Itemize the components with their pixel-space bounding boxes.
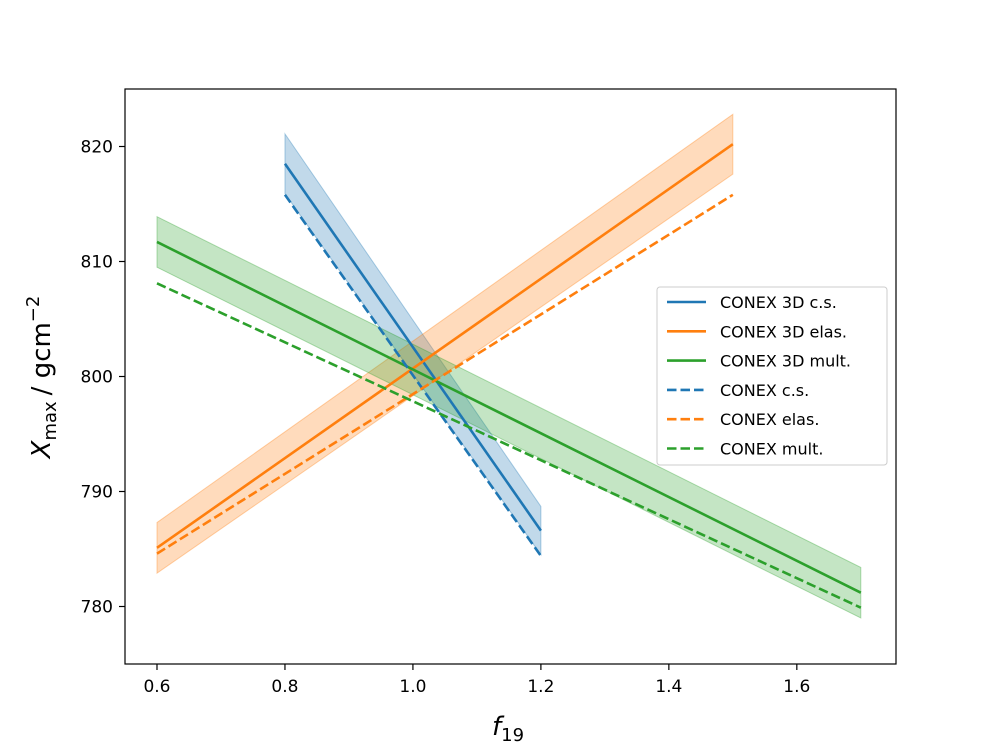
legend-label-conex-mult: CONEX mult.	[720, 440, 823, 459]
x-tick-label: 0.8	[271, 677, 298, 697]
series-line-conex-3d-c-s	[283, 163, 542, 532]
legend-label-conex-3d-elas: CONEX 3D elas.	[720, 322, 847, 341]
legend: CONEX 3D c.s. CONEX 3D elas. CONEX 3D mult…	[656, 286, 888, 466]
y-axis-title: Xmax/ gcm−2	[23, 296, 61, 461]
band-conex-3d-elas	[156, 113, 734, 575]
legend-box	[656, 286, 888, 466]
legend-label-conex-3d-mult: CONEX 3D mult.	[720, 352, 851, 371]
series-line-conex-3d-mult	[156, 240, 862, 594]
series-line-conex-3d-elas	[156, 143, 734, 549]
series-line-conex-c-s	[283, 194, 542, 557]
ticks: 0.6 0.8 1.0 1.2 1.4 1.6 780 790 800 810 820	[81, 138, 811, 698]
y-tick-label: 790	[81, 483, 113, 503]
plot-area	[156, 113, 862, 619]
legend-label-conex-3d-c-s: CONEX 3D c.s.	[720, 293, 837, 312]
band-conex-3d-c-s	[284, 132, 542, 557]
y-tick-label: 820	[81, 138, 113, 158]
legend-label-conex-elas: CONEX elas.	[720, 410, 819, 429]
x-tick-label: 1.6	[783, 677, 810, 697]
series-line-conex-mult	[156, 282, 862, 609]
y-tick-label: 810	[81, 253, 113, 273]
x-tick-label: 1.4	[655, 677, 682, 697]
x-tick-label: 1.0	[399, 677, 426, 697]
x-tick-label: 1.2	[527, 677, 554, 697]
series-line-conex-elas	[156, 193, 734, 555]
x-tick-label: 0.6	[143, 677, 170, 697]
y-tick-label: 800	[81, 368, 113, 388]
legend-label-conex-c-s: CONEX c.s.	[720, 381, 809, 400]
y-tick-label: 780	[81, 598, 113, 618]
